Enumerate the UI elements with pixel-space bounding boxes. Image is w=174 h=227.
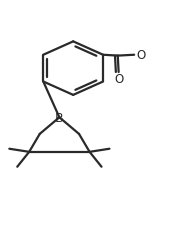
Text: O: O xyxy=(136,49,145,62)
Text: B: B xyxy=(55,111,64,124)
Text: O: O xyxy=(114,73,123,86)
